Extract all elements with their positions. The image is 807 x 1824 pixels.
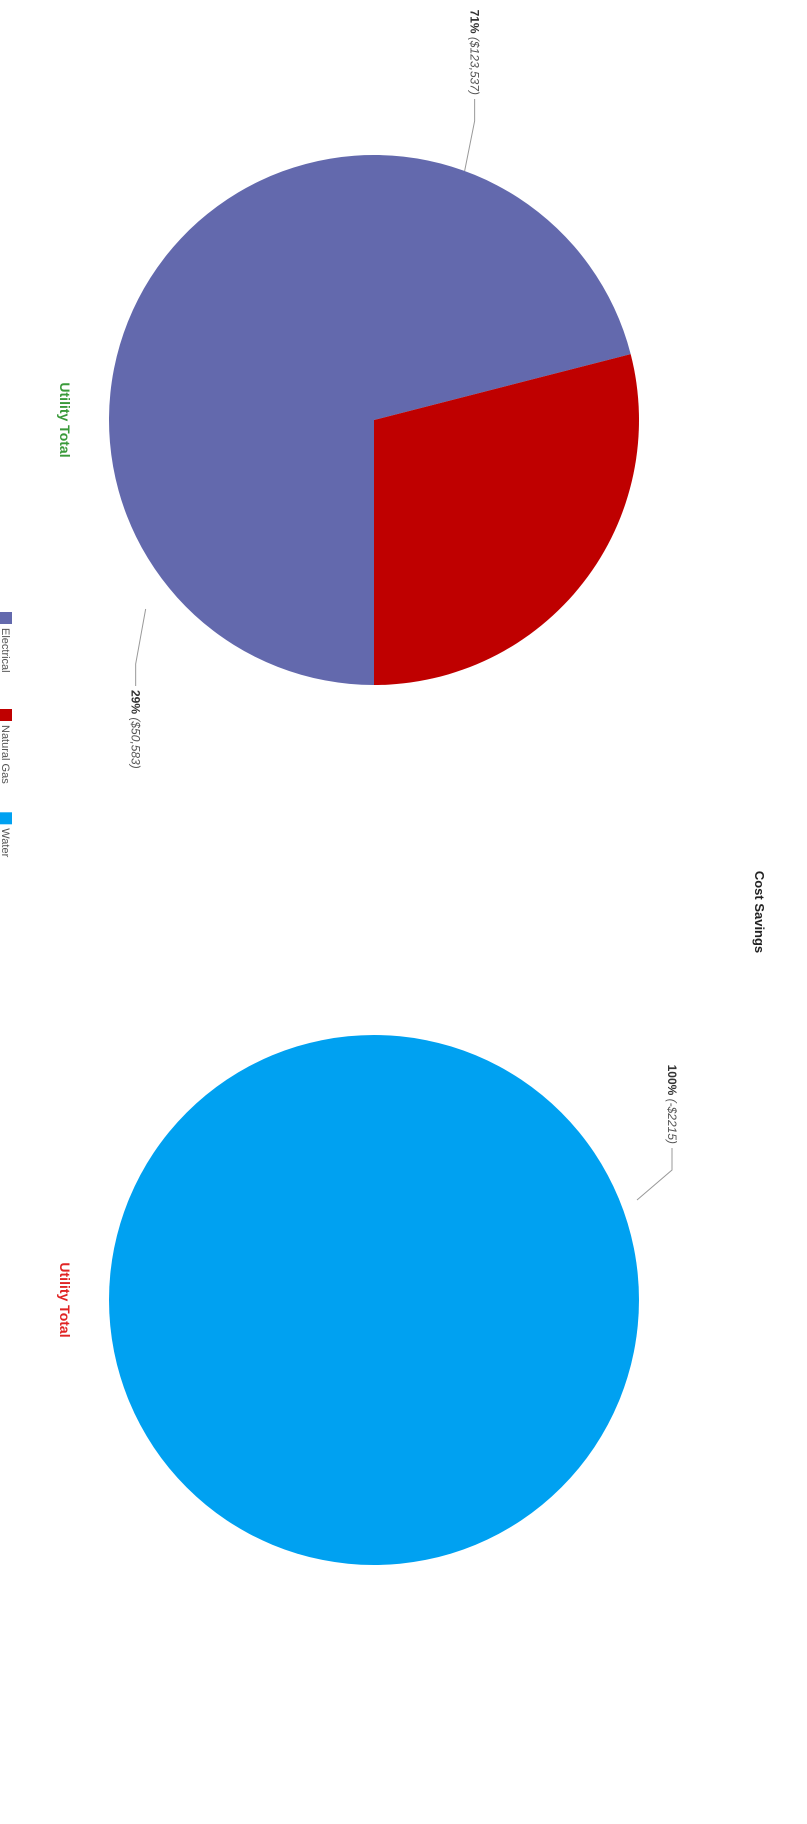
slice-label-water: 100% (-$2215): [665, 1065, 679, 1144]
legend-swatch-natural-gas: [0, 709, 12, 721]
utility-total-negative-pie: 100% (-$2215): [109, 1035, 679, 1565]
pie-slice-natural-gas: [374, 354, 640, 685]
legend-swatch-electrical: [0, 612, 12, 624]
leader-line-electrical: [464, 98, 476, 172]
legend-label-electrical: Electrical: [0, 628, 11, 673]
leader-line-water: [636, 1148, 673, 1201]
slice-label-electrical: 71% ($123,537): [468, 10, 482, 95]
chart-legend: Electrical Natural Gas Water: [0, 612, 12, 858]
slice-label-natural-gas: 29% ($50,583): [129, 690, 143, 769]
legend-label-water: Water: [0, 828, 11, 857]
pie1-title: Utility Total: [57, 382, 73, 457]
utility-total-positive-pie: 71% ($123,537) 29% ($50,583): [109, 10, 640, 769]
pie-slice-water: [109, 1035, 639, 1565]
legend-label-natural-gas: Natural Gas: [0, 725, 11, 784]
chart-title: Cost Savings: [752, 871, 767, 953]
legend-swatch-water: [0, 812, 12, 825]
pie-slice-electrical: [109, 155, 631, 685]
pie2-title: Utility Total: [57, 1262, 73, 1337]
leader-line-natural-gas: [135, 608, 147, 687]
